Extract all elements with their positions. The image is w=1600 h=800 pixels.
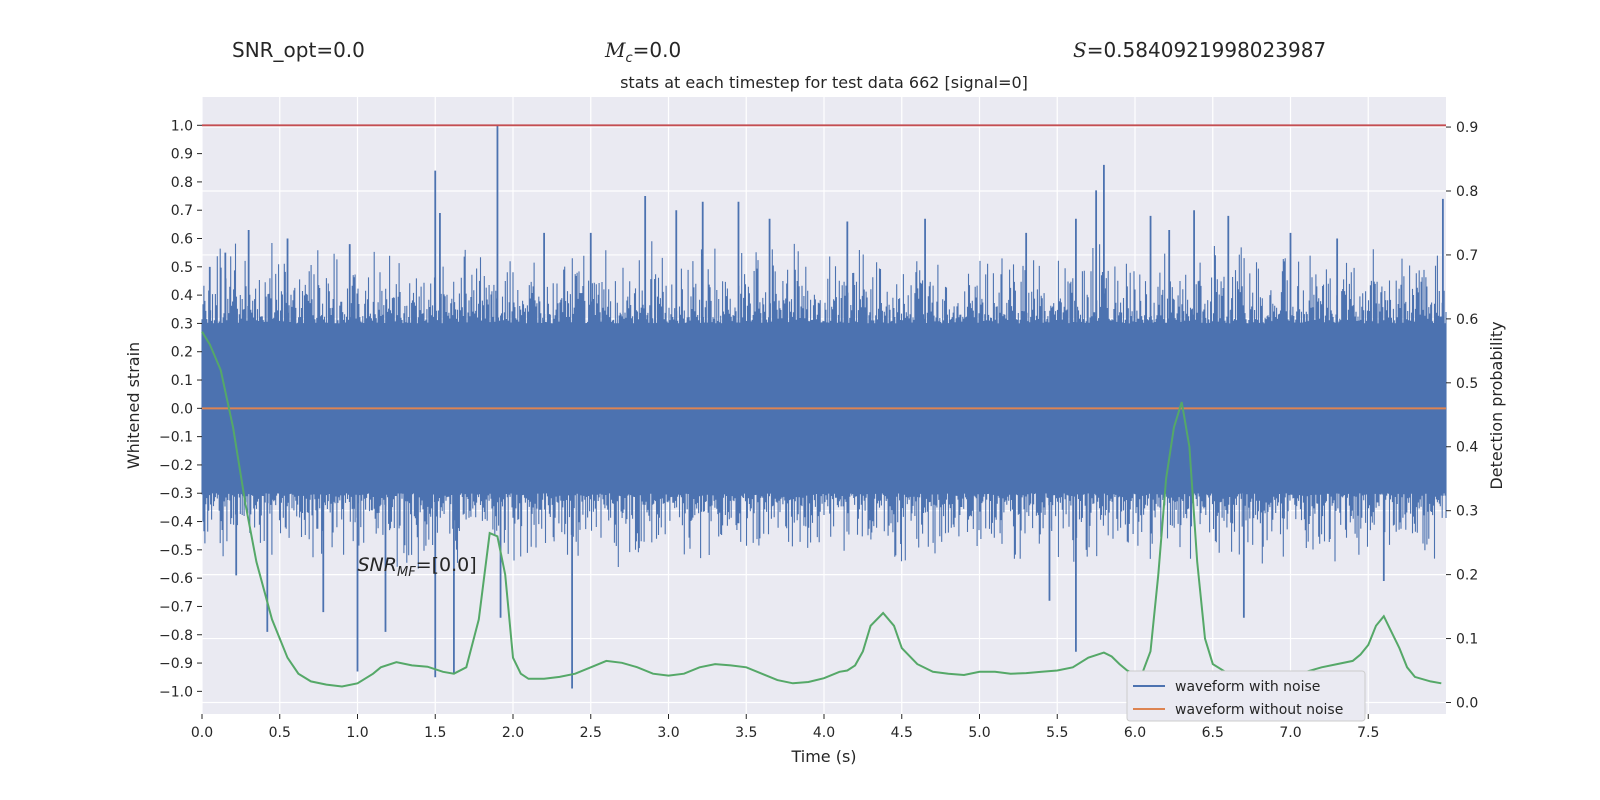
x-axis-ticks: 0.0 0.5 1.0 1.5 2.0 2.5 3.0 3.5 4.0 4.5 5.0 5.5 6.0 6… [191, 714, 1379, 741]
legend: waveform with noise waveform without nois… [1126, 670, 1366, 722]
y-left-tick-label: −0.9 [159, 656, 193, 672]
y-left-tick-label: −0.6 [159, 571, 193, 587]
y-left-tick-label: 0.6 [171, 232, 193, 248]
x-tick-label: 2.0 [502, 725, 524, 741]
chirp-mass-symbol: M [605, 38, 626, 62]
y-right-axis-label: Detection probability [1487, 321, 1506, 489]
x-tick-label: 7.0 [1279, 725, 1301, 741]
x-tick-label: 0.5 [269, 725, 291, 741]
chirp-mass-subscript: c [625, 51, 633, 66]
legend-box [1126, 670, 1366, 722]
snr-mf-annotation: SNRMF=[0.0] [358, 554, 477, 580]
chirp-mass-label: Mc=0.0 [605, 38, 681, 66]
x-axis-label: Time (s) [790, 747, 856, 766]
y-left-tick-label: 0.1 [171, 373, 193, 389]
y-left-tick-label: 0.3 [171, 316, 193, 332]
y-right-tick-label: 0.9 [1456, 120, 1478, 136]
x-tick-label: 5.0 [968, 725, 990, 741]
snr-opt-text: SNR_opt=0.0 [232, 38, 365, 62]
x-tick-label: 0.0 [191, 725, 213, 741]
y-left-tick-label: 0.5 [171, 260, 193, 276]
y-left-tick-label: 1.0 [171, 118, 193, 134]
legend-label: waveform with noise [1175, 679, 1320, 695]
x-tick-label: 4.5 [891, 725, 913, 741]
y-left-tick-label: 0.2 [171, 345, 193, 361]
y-right-tick-label: 0.7 [1456, 248, 1478, 264]
y-right-tick-label: 0.6 [1456, 312, 1478, 328]
y-right-axis-ticks: 0.9 0.8 0.7 0.6 0.5 0.4 0.3 0.2 0.1 0.0 [1446, 120, 1478, 711]
x-tick-label: 6.0 [1124, 725, 1146, 741]
x-tick-label: 5.5 [1046, 725, 1068, 741]
y-right-tick-label: 0.3 [1456, 504, 1478, 520]
score-label: S=0.5840921998023987 [1073, 38, 1326, 62]
x-tick-label: 1.5 [424, 725, 446, 741]
snr-mf-value: =[0.0] [416, 554, 477, 576]
score-symbol: S [1073, 38, 1087, 62]
x-tick-label: 2.5 [580, 725, 602, 741]
y-left-tick-label: −0.1 [159, 430, 193, 446]
y-left-tick-label: −0.3 [159, 486, 193, 502]
y-left-tick-label: 0.7 [171, 203, 193, 219]
y-left-tick-label: −0.2 [159, 458, 193, 474]
x-tick-label: 7.5 [1357, 725, 1379, 741]
y-right-tick-label: 0.0 [1456, 695, 1478, 711]
y-left-tick-label: −1.0 [159, 684, 193, 700]
y-left-tick-label: 0.0 [171, 401, 193, 417]
x-tick-label: 1.0 [346, 725, 368, 741]
y-left-tick-label: 0.4 [171, 288, 193, 304]
y-left-tick-label: −0.4 [159, 515, 193, 531]
y-right-tick-label: 0.5 [1456, 376, 1478, 392]
chart-title: stats at each timestep for test data 662… [620, 73, 1028, 92]
y-left-tick-label: −0.7 [159, 599, 193, 615]
y-left-tick-label: −0.5 [159, 543, 193, 559]
y-left-tick-label: −0.8 [159, 628, 193, 644]
y-left-axis-ticks: 1.0 0.9 0.8 0.7 0.6 0.5 0.4 0.3 0.2 0.1 0.0 −0.1 −0.… [159, 118, 202, 700]
grid-lines [201, 97, 1446, 714]
legend-label: waveform without noise [1175, 702, 1343, 718]
y-right-tick-label: 0.2 [1456, 568, 1478, 584]
x-tick-label: 3.5 [735, 725, 757, 741]
x-tick-label: 3.0 [657, 725, 679, 741]
y-left-axis-label: Whitened strain [124, 342, 143, 469]
score-value: =0.5840921998023987 [1086, 38, 1327, 62]
chirp-mass-value: =0.0 [632, 38, 682, 62]
y-right-tick-label: 0.8 [1456, 184, 1478, 200]
x-tick-label: 6.5 [1202, 725, 1224, 741]
x-tick-label: 4.0 [813, 725, 835, 741]
y-left-tick-label: 0.8 [171, 175, 193, 191]
snr-opt-label: SNR_opt=0.0 [232, 38, 365, 62]
y-right-tick-label: 0.4 [1456, 440, 1478, 456]
y-left-tick-label: 0.9 [171, 147, 193, 163]
snr-mf-subscript: MF [397, 565, 416, 580]
snr-mf-base: SNR [358, 554, 397, 576]
y-right-tick-label: 0.1 [1456, 632, 1478, 648]
